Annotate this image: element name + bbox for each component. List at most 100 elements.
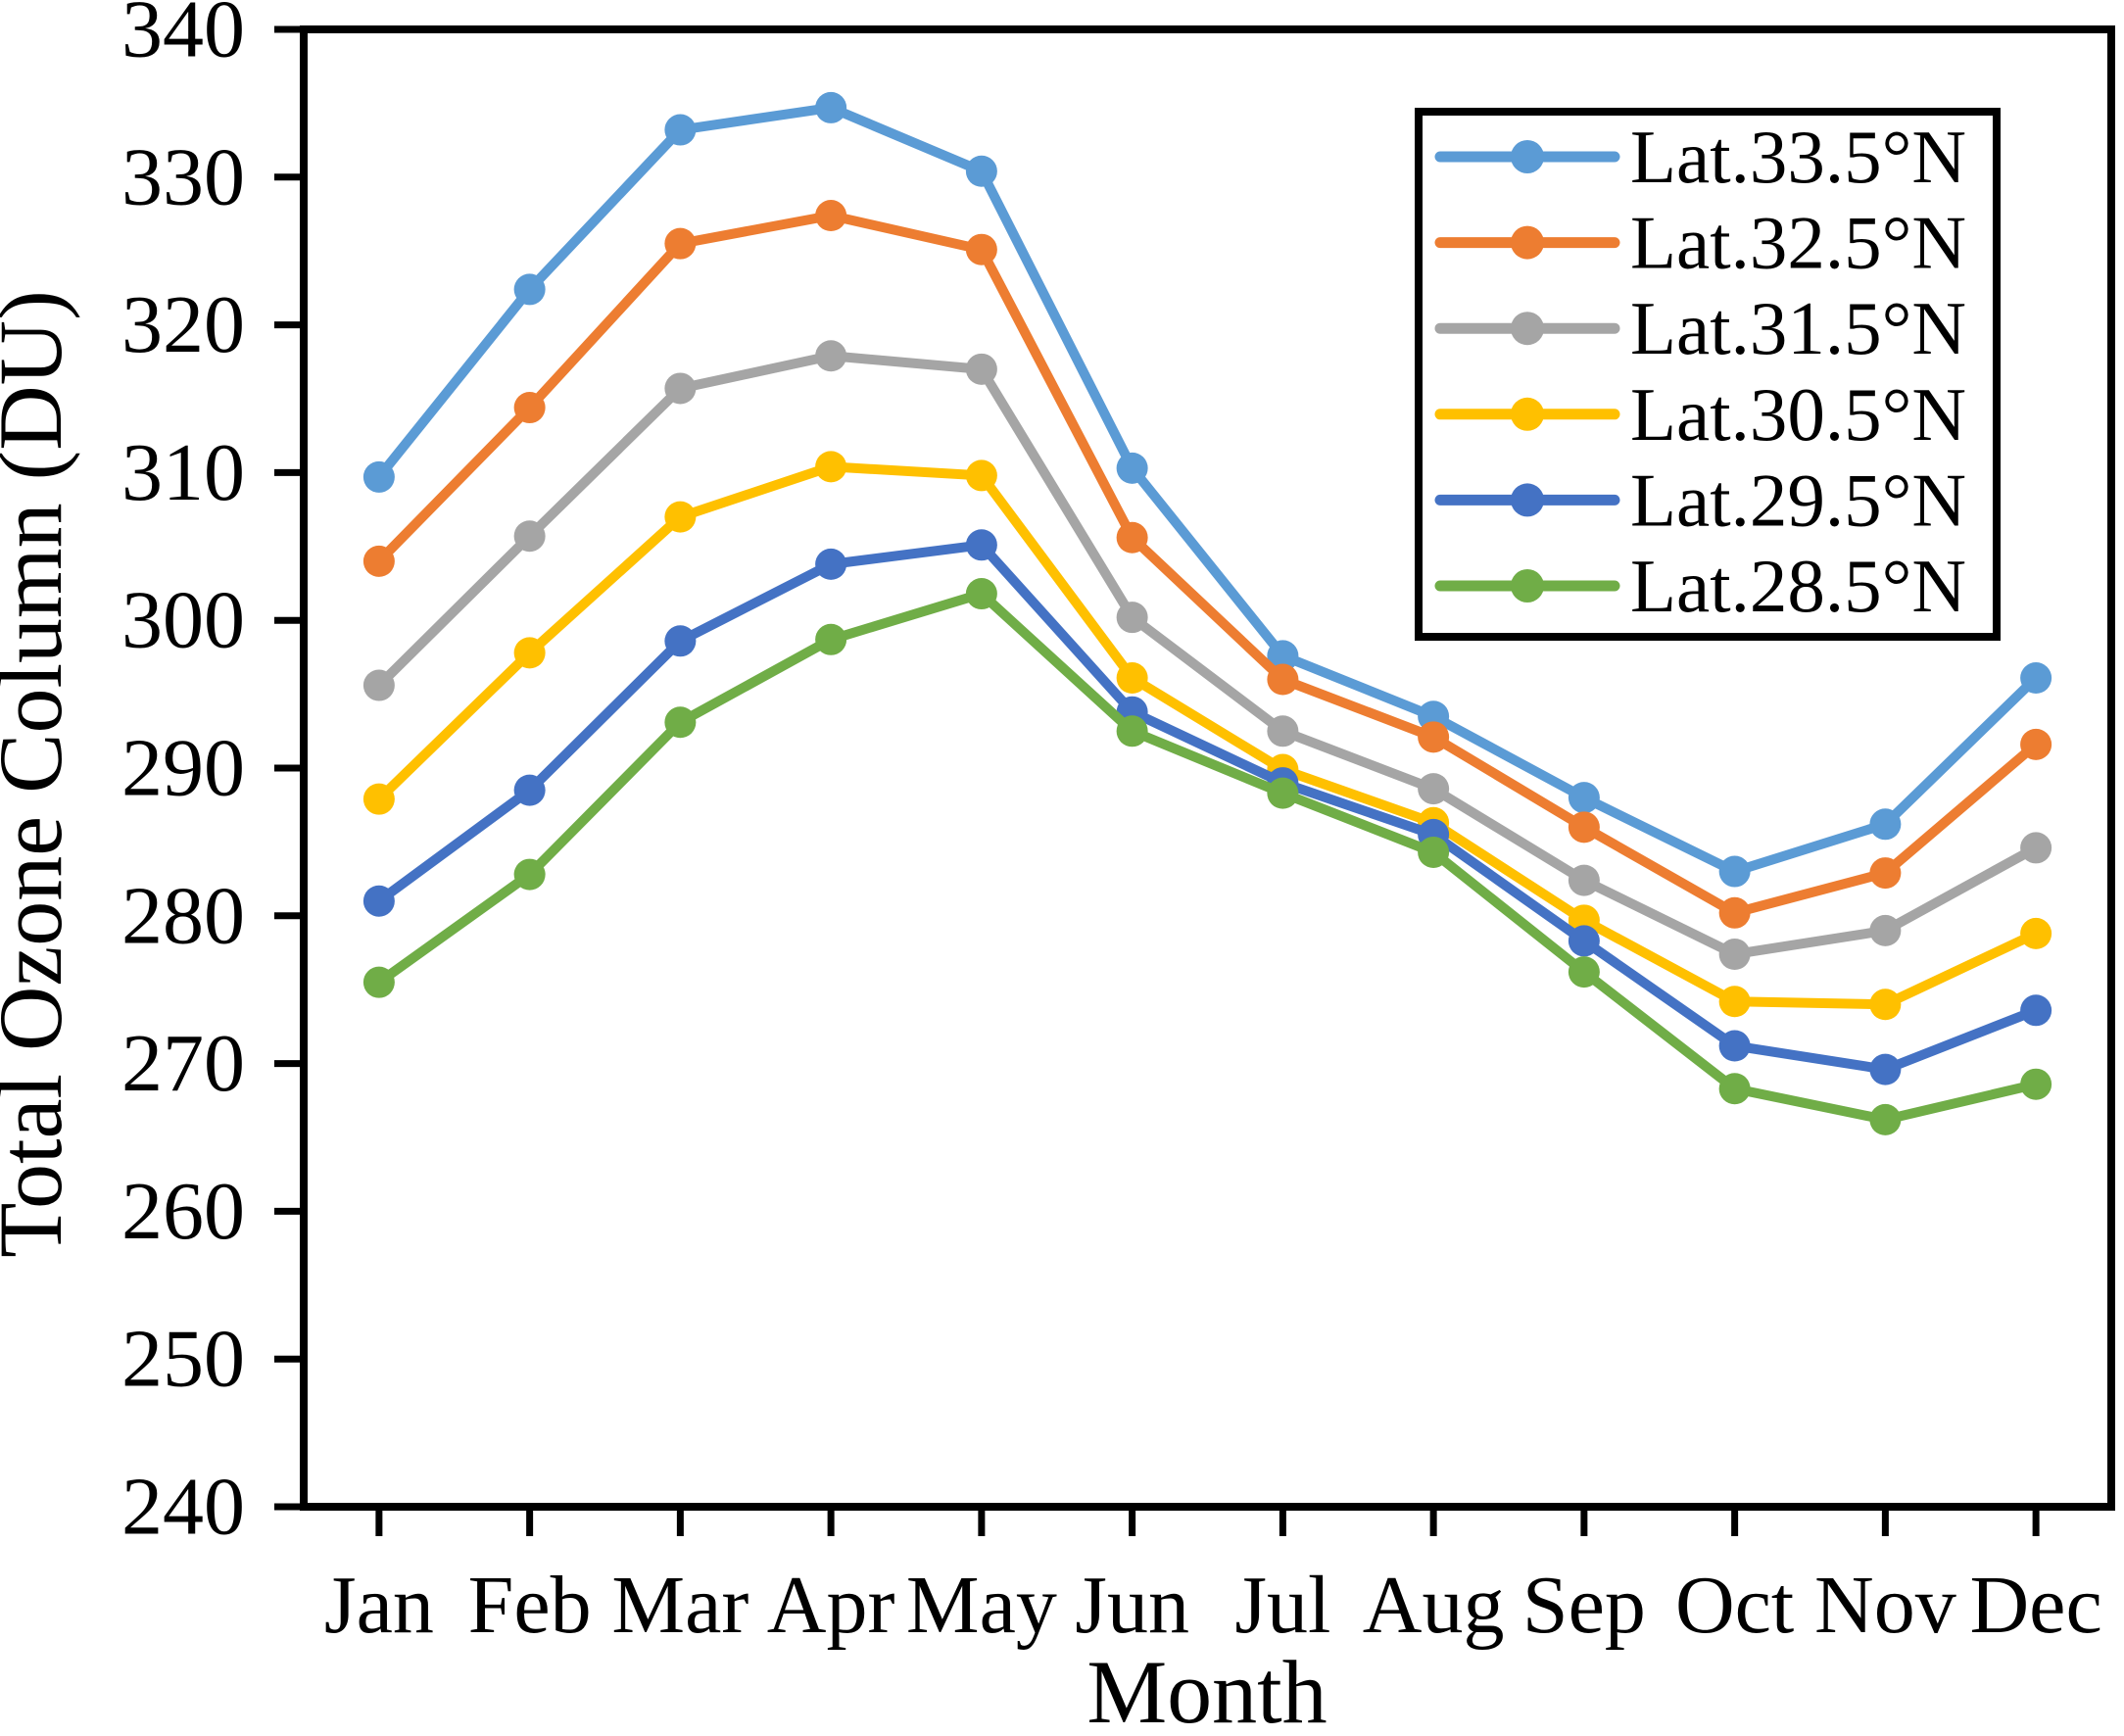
x-tick-label: Nov [1814,1560,1956,1651]
data-point-lat-31-5-n-nov [1869,914,1902,946]
legend-label-lat-32-5-n: Lat.32.5°N [1630,201,1966,285]
data-point-lat-33-5-n-dec [2020,662,2052,695]
data-point-lat-28-5-n-nov [1869,1103,1902,1135]
data-point-lat-28-5-n-oct [1718,1073,1751,1105]
data-point-lat-29-5-n-nov [1869,1053,1902,1085]
data-point-lat-31-5-n-jun [1116,602,1148,634]
data-point-lat-33-5-n-mar [664,114,697,146]
data-point-lat-28-5-n-jan [362,966,395,998]
data-point-lat-32-5-n-may [965,233,997,265]
series-line-lat-28-5-n [373,589,2042,1125]
data-point-lat-32-5-n-aug [1418,721,1450,753]
data-point-lat-33-5-n-jan [362,460,395,493]
data-point-lat-30-5-n-mar [664,501,697,533]
legend-marker-lat-29-5-n [1511,483,1544,517]
data-point-lat-28-5-n-jul [1267,777,1299,809]
y-tick-label: 240 [121,1462,245,1553]
data-point-lat-32-5-n-oct [1718,896,1751,929]
data-point-lat-31-5-n-jan [362,669,395,701]
y-tick-label: 300 [121,575,245,666]
data-point-lat-32-5-n-apr [815,200,847,232]
x-tick-label: Sep [1522,1560,1646,1651]
data-point-lat-31-5-n-aug [1418,773,1450,805]
data-point-lat-31-5-n-feb [513,520,546,553]
data-point-lat-29-5-n-feb [513,774,546,806]
legend-label-lat-29-5-n: Lat.29.5°N [1630,458,1966,542]
data-point-lat-33-5-n-sep [1568,782,1600,814]
data-point-lat-30-5-n-nov [1869,989,1902,1021]
data-point-lat-32-5-n-nov [1869,857,1902,890]
data-point-lat-33-5-n-may [965,155,997,187]
data-point-lat-31-5-n-mar [664,372,697,405]
series-line-lat-32-5-n [373,211,2042,918]
data-point-lat-32-5-n-mar [664,227,697,260]
data-point-lat-30-5-n-dec [2020,917,2052,949]
data-point-lat-31-5-n-jul [1267,715,1299,747]
data-point-lat-30-5-n-jan [362,783,395,815]
legend-marker-lat-32-5-n [1511,225,1544,260]
data-point-lat-29-5-n-may [965,529,997,561]
data-point-lat-31-5-n-oct [1718,939,1751,971]
x-axis-title: Month [1086,1642,1327,1736]
legend-marker-lat-28-5-n [1511,569,1544,603]
data-point-lat-32-5-n-sep [1568,811,1600,844]
x-tick-label: Dec [1970,1560,2102,1651]
data-point-lat-33-5-n-feb [513,273,546,306]
data-point-lat-29-5-n-sep [1568,925,1600,957]
legend-marker-lat-30-5-n [1511,397,1544,431]
x-tick-label: Jan [324,1560,434,1651]
data-point-lat-28-5-n-may [965,578,997,610]
data-point-lat-28-5-n-mar [664,706,697,739]
data-point-lat-33-5-n-jul [1267,640,1299,672]
data-point-lat-32-5-n-feb [513,392,546,424]
data-point-lat-30-5-n-oct [1718,986,1751,1018]
x-tick-label: Jul [1234,1560,1330,1651]
data-point-lat-29-5-n-mar [664,625,697,657]
data-point-lat-28-5-n-sep [1568,956,1600,989]
legend-marker-lat-31-5-n [1511,312,1544,346]
x-tick-label: Mar [611,1560,748,1651]
y-tick-label: 330 [121,131,245,222]
series-line-lat-29-5-n [373,540,2042,1075]
x-tick-label: Oct [1675,1560,1794,1651]
legend-box [1415,108,2001,641]
data-point-lat-32-5-n-jun [1116,521,1148,554]
data-point-lat-33-5-n-nov [1869,808,1902,841]
data-point-lat-31-5-n-sep [1568,864,1600,896]
legend-label-lat-33-5-n: Lat.33.5°N [1630,115,1966,199]
data-point-lat-29-5-n-apr [815,548,847,580]
series-line-lat-30-5-n [373,461,2042,1010]
data-point-lat-33-5-n-oct [1718,855,1751,888]
data-point-lat-33-5-n-apr [815,91,847,123]
y-tick-label: 250 [121,1314,245,1405]
x-tick-label: Aug [1363,1560,1505,1651]
y-tick-label: 290 [121,723,245,814]
legend-label-lat-31-5-n: Lat.31.5°N [1630,286,1966,370]
x-tick-label: Apr [767,1560,895,1651]
legend-marker-lat-33-5-n [1511,140,1544,173]
x-tick-label: Jun [1075,1560,1189,1651]
series-line-lat-31-5-n [373,351,2042,960]
y-tick-label: 340 [121,0,245,75]
data-point-lat-28-5-n-jun [1116,715,1148,747]
legend-label-lat-30-5-n: Lat.30.5°N [1630,372,1966,457]
data-point-lat-28-5-n-feb [513,858,546,891]
data-point-lat-31-5-n-dec [2020,832,2052,864]
data-point-lat-32-5-n-jul [1267,663,1299,696]
data-point-lat-28-5-n-apr [815,623,847,655]
y-tick-label: 310 [121,427,245,518]
data-point-lat-29-5-n-jan [362,885,395,917]
data-point-lat-30-5-n-apr [815,451,847,483]
y-tick-label: 280 [121,870,245,961]
data-point-lat-31-5-n-may [965,353,997,385]
series-line-lat-33-5-n [373,102,2042,877]
data-point-lat-29-5-n-dec [2020,994,2052,1027]
data-point-lat-28-5-n-dec [2020,1068,2052,1100]
data-point-lat-30-5-n-jun [1116,662,1148,695]
x-tick-label: Feb [468,1560,592,1651]
data-point-lat-30-5-n-may [965,459,997,492]
data-point-lat-31-5-n-apr [815,340,847,372]
data-point-lat-32-5-n-dec [2020,728,2052,760]
